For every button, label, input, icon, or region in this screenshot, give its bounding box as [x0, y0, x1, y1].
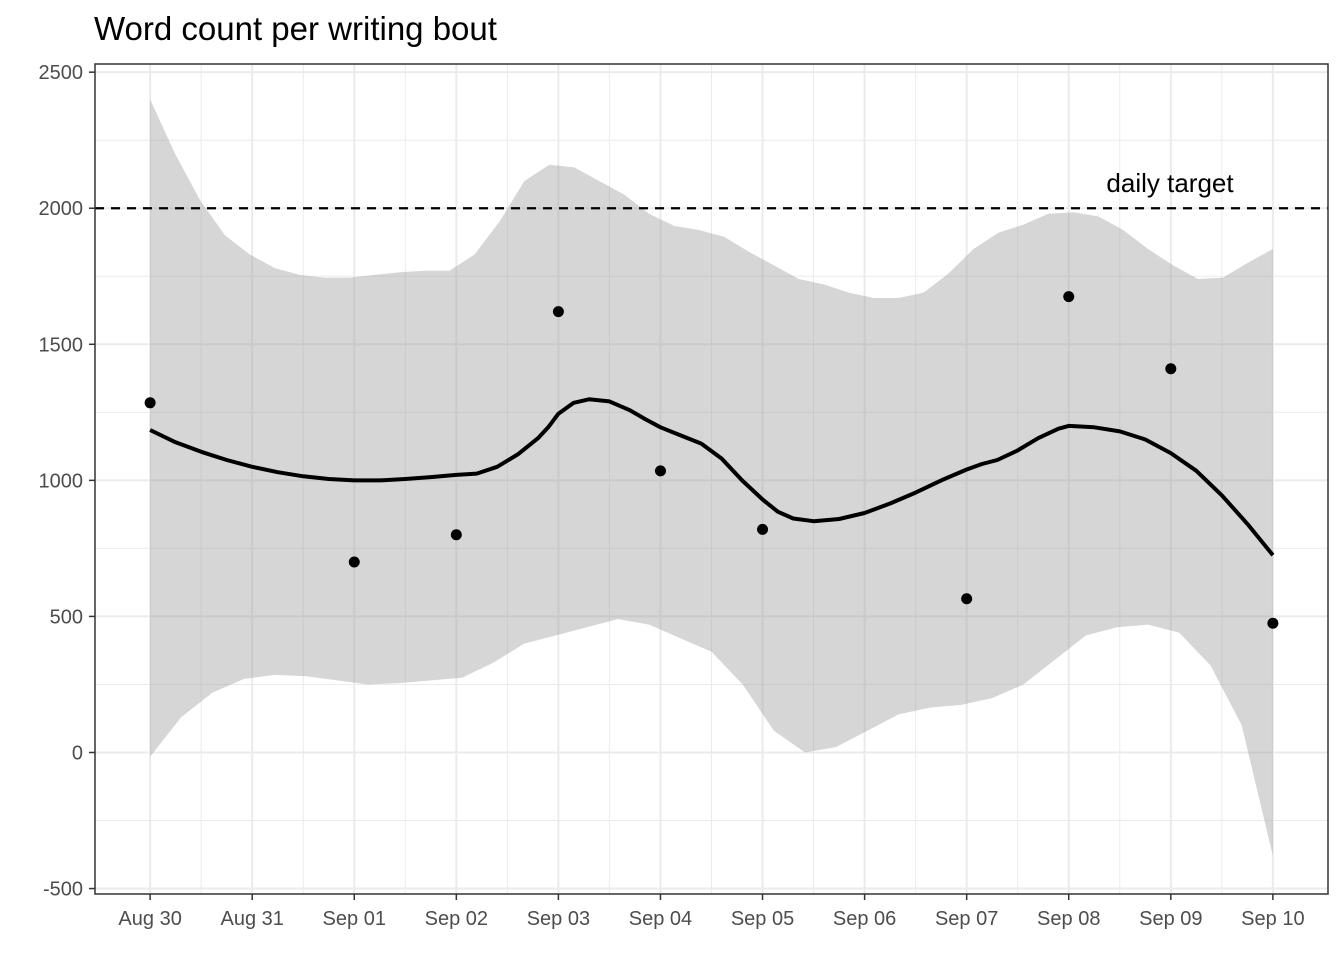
x-tick-label: Sep 03 [527, 908, 590, 930]
y-tick-label: -500 [43, 879, 83, 901]
daily-target-label: daily target [1106, 168, 1234, 198]
data-point [348, 556, 360, 568]
y-tick-label: 0 [72, 742, 83, 764]
y-tick-label: 1500 [39, 334, 84, 356]
x-tick-label: Sep 04 [629, 908, 692, 930]
data-point [450, 529, 462, 541]
x-tick-label: Aug 31 [220, 908, 283, 930]
data-point [757, 523, 769, 535]
x-tick-label: Sep 07 [935, 908, 998, 930]
data-points [144, 291, 1279, 629]
y-tick-label: 2000 [39, 198, 84, 220]
data-point [552, 306, 564, 318]
x-tick-label: Sep 08 [1037, 908, 1100, 930]
data-point [1267, 617, 1279, 629]
data-point [1165, 363, 1177, 375]
x-tick-label: Sep 10 [1241, 908, 1304, 930]
axes: -500 0 500 1000 1500 2000 2500 Aug 30 Aug 31 Sep … [39, 62, 1329, 930]
smooth-curve [149, 397, 1275, 557]
data-point [961, 593, 973, 605]
y-tick-label: 1000 [39, 470, 84, 492]
data-point [654, 465, 666, 477]
x-tick-label: Aug 30 [118, 908, 181, 930]
y-tick-label: 500 [50, 606, 83, 628]
x-tick-label: Sep 01 [323, 908, 386, 930]
x-tick-label: Sep 05 [731, 908, 794, 930]
data-point [1063, 291, 1075, 303]
x-tick-label: Sep 06 [833, 908, 896, 930]
chart-title: Word count per writing bout [94, 10, 497, 47]
x-tick-label: Sep 09 [1139, 908, 1202, 930]
smooth-line [149, 397, 1275, 557]
confidence-ribbon [150, 99, 1273, 856]
confidence-band [150, 99, 1273, 856]
y-tick-label: 2500 [39, 62, 84, 84]
x-tick-label: Sep 02 [425, 908, 488, 930]
panel-border [94, 63, 1329, 895]
data-point [144, 397, 156, 409]
